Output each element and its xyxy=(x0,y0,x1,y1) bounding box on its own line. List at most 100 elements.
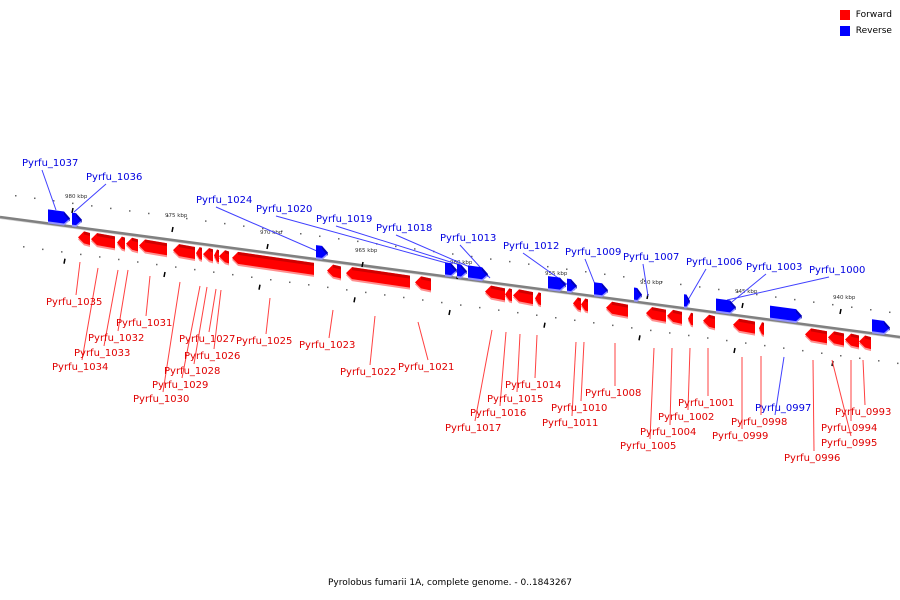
gene-Pyrfu_1021[interactable] xyxy=(415,276,431,293)
gene-label[interactable]: Pyrfu_1018 xyxy=(376,223,432,234)
gene-Pyrfu_1030[interactable] xyxy=(173,244,195,261)
gene-Pyrfu_1034[interactable] xyxy=(91,233,115,251)
gene-Pyrfu_1010[interactable] xyxy=(581,298,588,314)
gene-Pyrfu_1037[interactable] xyxy=(48,209,70,226)
gene-body[interactable] xyxy=(346,267,410,288)
gene-label[interactable]: Pyrfu_1004 xyxy=(640,427,696,438)
gene-label[interactable]: Pyrfu_1007 xyxy=(623,252,679,263)
gene-Pyrfu_1025[interactable] xyxy=(232,251,314,277)
gene-Pyrfu_1029[interactable] xyxy=(196,247,202,262)
gene-Pyrfu_1011[interactable] xyxy=(573,297,581,313)
gene-Pyrfu_0993[interactable] xyxy=(859,335,871,352)
gene-label[interactable]: Pyrfu_1009 xyxy=(565,247,621,258)
gene-Pyrfu_1002[interactable] xyxy=(688,312,693,328)
gene-Pyrfu_1036[interactable] xyxy=(72,212,82,228)
gene-label[interactable]: Pyrfu_0997 xyxy=(755,403,811,414)
gene-label[interactable]: Pyrfu_1002 xyxy=(658,412,714,423)
gene-Pyrfu_1033[interactable] xyxy=(117,236,125,252)
gene-Pyrfu_1007[interactable] xyxy=(634,287,642,302)
gene-Pyrfu_1019[interactable] xyxy=(457,263,467,279)
gene-Pyrfu_1005[interactable] xyxy=(646,307,666,324)
gene-label[interactable]: Pyrfu_0999 xyxy=(712,431,768,442)
gene-Pyrfu_1031[interactable] xyxy=(139,239,167,258)
gene-Pyrfu_1004[interactable] xyxy=(667,309,682,326)
gene-label[interactable]: Pyrfu_1029 xyxy=(152,380,208,391)
gene-Pyrfu_1026[interactable] xyxy=(219,250,229,266)
gene-Pyrfu_1012[interactable] xyxy=(567,278,577,294)
gene-Pyrfu_1009[interactable] xyxy=(594,282,608,298)
gene-Pyrfu_0994[interactable] xyxy=(845,333,859,350)
gene-label[interactable]: Pyrfu_1027 xyxy=(179,334,235,345)
gene-label[interactable]: Pyrfu_1037 xyxy=(22,158,78,169)
gene-label[interactable]: Pyrfu_1020 xyxy=(256,204,312,215)
gene-Pyrfu_1003[interactable] xyxy=(716,298,736,315)
gene-label[interactable]: Pyrfu_1024 xyxy=(196,195,252,206)
gene-body[interactable] xyxy=(457,263,467,277)
gene-Pyrfu_0998[interactable] xyxy=(759,322,764,337)
gene-label[interactable]: Pyrfu_1006 xyxy=(686,257,742,268)
gene-label[interactable]: Pyrfu_1011 xyxy=(542,418,598,429)
gene-label[interactable]: Pyrfu_1010 xyxy=(551,403,607,414)
gene-body[interactable] xyxy=(445,262,457,276)
gene-Pyrfu_1023[interactable] xyxy=(327,264,341,281)
gene-Pyrfu_1027[interactable] xyxy=(214,249,219,265)
gene-Pyrfu_1032[interactable] xyxy=(126,237,138,254)
gene-Pyrfu_1020[interactable] xyxy=(445,262,457,278)
gene-Pyrfu_0999[interactable] xyxy=(733,318,755,336)
gene-label[interactable]: Pyrfu_1012 xyxy=(503,241,559,252)
gene-Pyrfu_1028[interactable] xyxy=(203,248,213,264)
gene-label[interactable]: Pyrfu_1023 xyxy=(299,340,355,351)
gene-Pyrfu_1013[interactable] xyxy=(548,276,566,292)
gene-Pyrfu_1000[interactable] xyxy=(770,305,802,324)
gene-Pyrfu_0996[interactable] xyxy=(805,328,827,346)
gene-label[interactable]: Pyrfu_1019 xyxy=(316,214,372,225)
gene-Pyrfu_0995[interactable] xyxy=(828,331,844,348)
gene-label[interactable]: Pyrfu_1013 xyxy=(440,233,496,244)
gene-label[interactable]: Pyrfu_1036 xyxy=(86,172,142,183)
gene-body[interactable] xyxy=(316,245,328,258)
gene-label[interactable]: Pyrfu_1032 xyxy=(88,333,144,344)
gene-Pyrfu_1015[interactable] xyxy=(513,289,533,307)
gene-label[interactable]: Pyrfu_1031 xyxy=(116,318,172,329)
gene-Pyrfu_1035[interactable] xyxy=(78,231,90,247)
gene-Pyrfu_1008[interactable] xyxy=(606,301,628,319)
gene-body[interactable] xyxy=(770,305,802,322)
gene-label[interactable]: Pyrfu_1033 xyxy=(74,348,130,359)
gene-Pyrfu_1014[interactable] xyxy=(535,292,541,308)
gene-body[interactable] xyxy=(634,287,642,300)
gene-label[interactable]: Pyrfu_1003 xyxy=(746,262,802,273)
gene-label[interactable]: Pyrfu_1030 xyxy=(133,394,189,405)
gene-label[interactable]: Pyrfu_1025 xyxy=(236,336,292,347)
gene-body[interactable] xyxy=(594,282,608,296)
gene-Pyrfu_0997[interactable] xyxy=(872,319,890,335)
gene-label[interactable]: Pyrfu_1026 xyxy=(184,351,240,362)
gene-label[interactable]: Pyrfu_1005 xyxy=(620,441,676,452)
gene-label[interactable]: Pyrfu_1017 xyxy=(445,423,501,434)
gene-label[interactable]: Pyrfu_1016 xyxy=(470,408,526,419)
gene-Pyrfu_1024[interactable] xyxy=(316,245,328,260)
gene-label[interactable]: Pyrfu_1035 xyxy=(46,297,102,308)
gene-body[interactable] xyxy=(72,212,82,226)
gene-label[interactable]: Pyrfu_1021 xyxy=(398,362,454,373)
gene-Pyrfu_1001[interactable] xyxy=(703,314,715,331)
gene-label[interactable]: Pyrfu_1000 xyxy=(809,265,865,276)
gene-label[interactable]: Pyrfu_1015 xyxy=(487,394,543,405)
gene-label[interactable]: Pyrfu_1001 xyxy=(678,398,734,409)
gene-body[interactable] xyxy=(684,294,690,307)
gene-label[interactable]: Pyrfu_0994 xyxy=(821,423,877,434)
gene-label[interactable]: Pyrfu_0993 xyxy=(835,407,891,418)
gene-Pyrfu_1016[interactable] xyxy=(505,288,512,304)
gene-label[interactable]: Pyrfu_1008 xyxy=(585,388,641,399)
gene-label[interactable]: Pyrfu_0998 xyxy=(731,417,787,428)
gene-body[interactable] xyxy=(567,278,577,292)
gene-Pyrfu_1006[interactable] xyxy=(684,294,690,309)
gene-label[interactable]: Pyrfu_1014 xyxy=(505,380,561,391)
gene-label[interactable]: Pyrfu_0995 xyxy=(821,438,877,449)
gene-label[interactable]: Pyrfu_0996 xyxy=(784,453,840,464)
gene-label[interactable]: Pyrfu_1022 xyxy=(340,367,396,378)
gene-label[interactable]: Pyrfu_1028 xyxy=(164,366,220,377)
gene-Pyrfu_1018[interactable] xyxy=(468,265,488,282)
gene-Pyrfu_1017[interactable] xyxy=(485,285,505,303)
gene-Pyrfu_1022[interactable] xyxy=(346,267,410,290)
